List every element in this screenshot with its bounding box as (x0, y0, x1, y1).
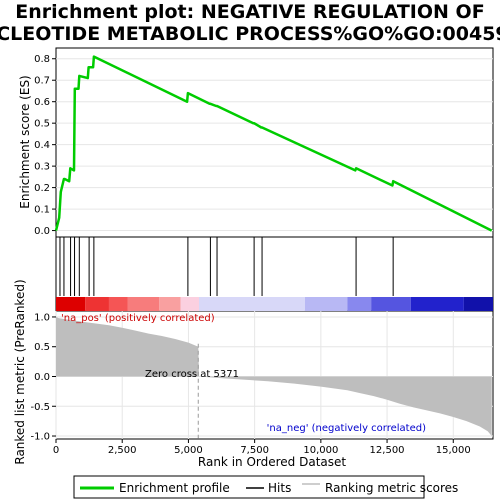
x-tick-label: 0 (53, 445, 59, 456)
x-ticks: 0 2,500 5,000 7,500 10,000 12,500 15,000 (53, 439, 471, 456)
x-tick-label: 12,500 (370, 445, 405, 456)
es-line-group (54, 55, 493, 232)
metric-area-group (56, 317, 492, 436)
neg-corr-label: 'na_neg' (negatively correlated) (267, 423, 426, 434)
es-y-axis-label: Enrichment score (ES) (18, 75, 32, 208)
legend-profile-label: Enrichment profile (119, 481, 230, 495)
x-tick-label: 7,500 (240, 445, 269, 456)
legend-metric-label: Ranking metric scores (325, 481, 458, 495)
chart-title-line2: NUCLEOTIDE METABOLIC PROCESS%GO%GO:00459… (0, 23, 500, 45)
x-tick-label: 15,000 (436, 445, 471, 456)
colorbar-segment (56, 297, 86, 311)
es-y-tick-label: 0.7 (34, 76, 50, 87)
es-y-tick-label: 0.0 (34, 226, 50, 237)
colorbar-segment (85, 297, 109, 311)
es-grid (56, 58, 493, 232)
colorbar-segment (463, 297, 493, 311)
es-y-ticks: 0.0 0.1 0.2 0.3 0.4 0.5 0.6 0.7 0.8 (34, 54, 56, 237)
x-tick-label: 5,000 (174, 445, 203, 456)
pos-corr-label: 'na_pos' (positively correlated) (61, 313, 215, 324)
x-tick-label: 10,000 (303, 445, 338, 456)
metric-y-tick-label: 1.0 (34, 312, 50, 323)
colorbar-segment (127, 297, 160, 311)
colorbar-segment (371, 297, 411, 311)
metric-y-axis-label: Ranked list metric (PreRanked) (13, 279, 27, 464)
metric-y-tick-label: 0.5 (34, 342, 50, 353)
es-y-tick-label: 0.3 (34, 162, 50, 173)
legend-hits-label: Hits (268, 481, 291, 495)
colorbar-segment (108, 297, 128, 311)
es-y-tick-label: 0.6 (34, 97, 50, 108)
colorbar-segment (159, 297, 181, 311)
x-axis-label: Rank in Ordered Dataset (198, 455, 346, 469)
es-series-line (54, 55, 493, 232)
hits-group (59, 237, 394, 296)
es-y-tick-label: 0.5 (34, 119, 50, 130)
metric-y-ticks: 1.0 0.5 0.0 -0.5 -1.0 (30, 312, 56, 443)
metric-y-tick-label: 0.0 (34, 372, 50, 383)
colorbar-segment (180, 297, 200, 311)
colorbar-segment (199, 297, 305, 311)
es-y-tick-label: 0.1 (34, 205, 50, 216)
es-y-tick-label: 0.4 (34, 140, 50, 151)
colorbar-segment (347, 297, 372, 311)
es-y-tick-label: 0.8 (34, 54, 50, 65)
chart-title-line1: Enrichment plot: NEGATIVE REGULATION OF (15, 1, 484, 23)
metric-area (56, 317, 492, 436)
x-tick-label: 2,500 (108, 445, 137, 456)
es-panel (55, 47, 494, 238)
rank-colorbar (56, 297, 493, 311)
colorbar-segment (304, 297, 348, 311)
legend-box (73, 475, 425, 499)
metric-y-tick-label: -0.5 (30, 402, 50, 413)
metric-y-tick-label: -1.0 (30, 432, 50, 443)
es-y-tick-label: 0.2 (34, 183, 50, 194)
colorbar-segment (410, 297, 464, 311)
zero-cross-label: Zero cross at 5371 (145, 369, 239, 380)
